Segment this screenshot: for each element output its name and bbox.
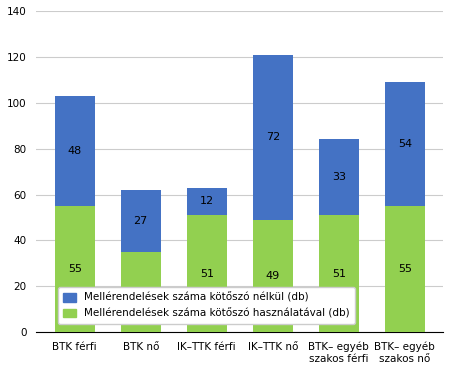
Text: 55: 55 xyxy=(68,264,82,274)
Text: 33: 33 xyxy=(332,172,346,182)
Text: 49: 49 xyxy=(266,271,280,281)
Bar xyxy=(55,96,94,206)
Bar xyxy=(187,188,226,215)
Bar xyxy=(121,252,161,332)
Bar xyxy=(55,206,94,332)
Bar xyxy=(121,190,161,252)
Text: 55: 55 xyxy=(398,264,412,274)
Text: 51: 51 xyxy=(200,269,214,279)
Text: 12: 12 xyxy=(200,196,214,206)
Bar xyxy=(253,55,292,220)
Text: 35: 35 xyxy=(134,287,148,297)
Text: 72: 72 xyxy=(266,132,280,142)
Text: 27: 27 xyxy=(134,216,148,226)
Bar xyxy=(385,206,424,332)
Text: 48: 48 xyxy=(68,146,82,156)
Legend: Mellérendelések száma kötőszó nélkül (db), Mellérendelések száma kötőszó használ: Mellérendelések száma kötőszó nélkül (db… xyxy=(58,287,355,324)
Bar xyxy=(319,139,359,215)
Text: 51: 51 xyxy=(332,269,346,279)
Bar xyxy=(253,220,292,332)
Text: 54: 54 xyxy=(398,139,412,149)
Bar xyxy=(319,215,359,332)
Bar xyxy=(385,82,424,206)
Bar xyxy=(187,215,226,332)
